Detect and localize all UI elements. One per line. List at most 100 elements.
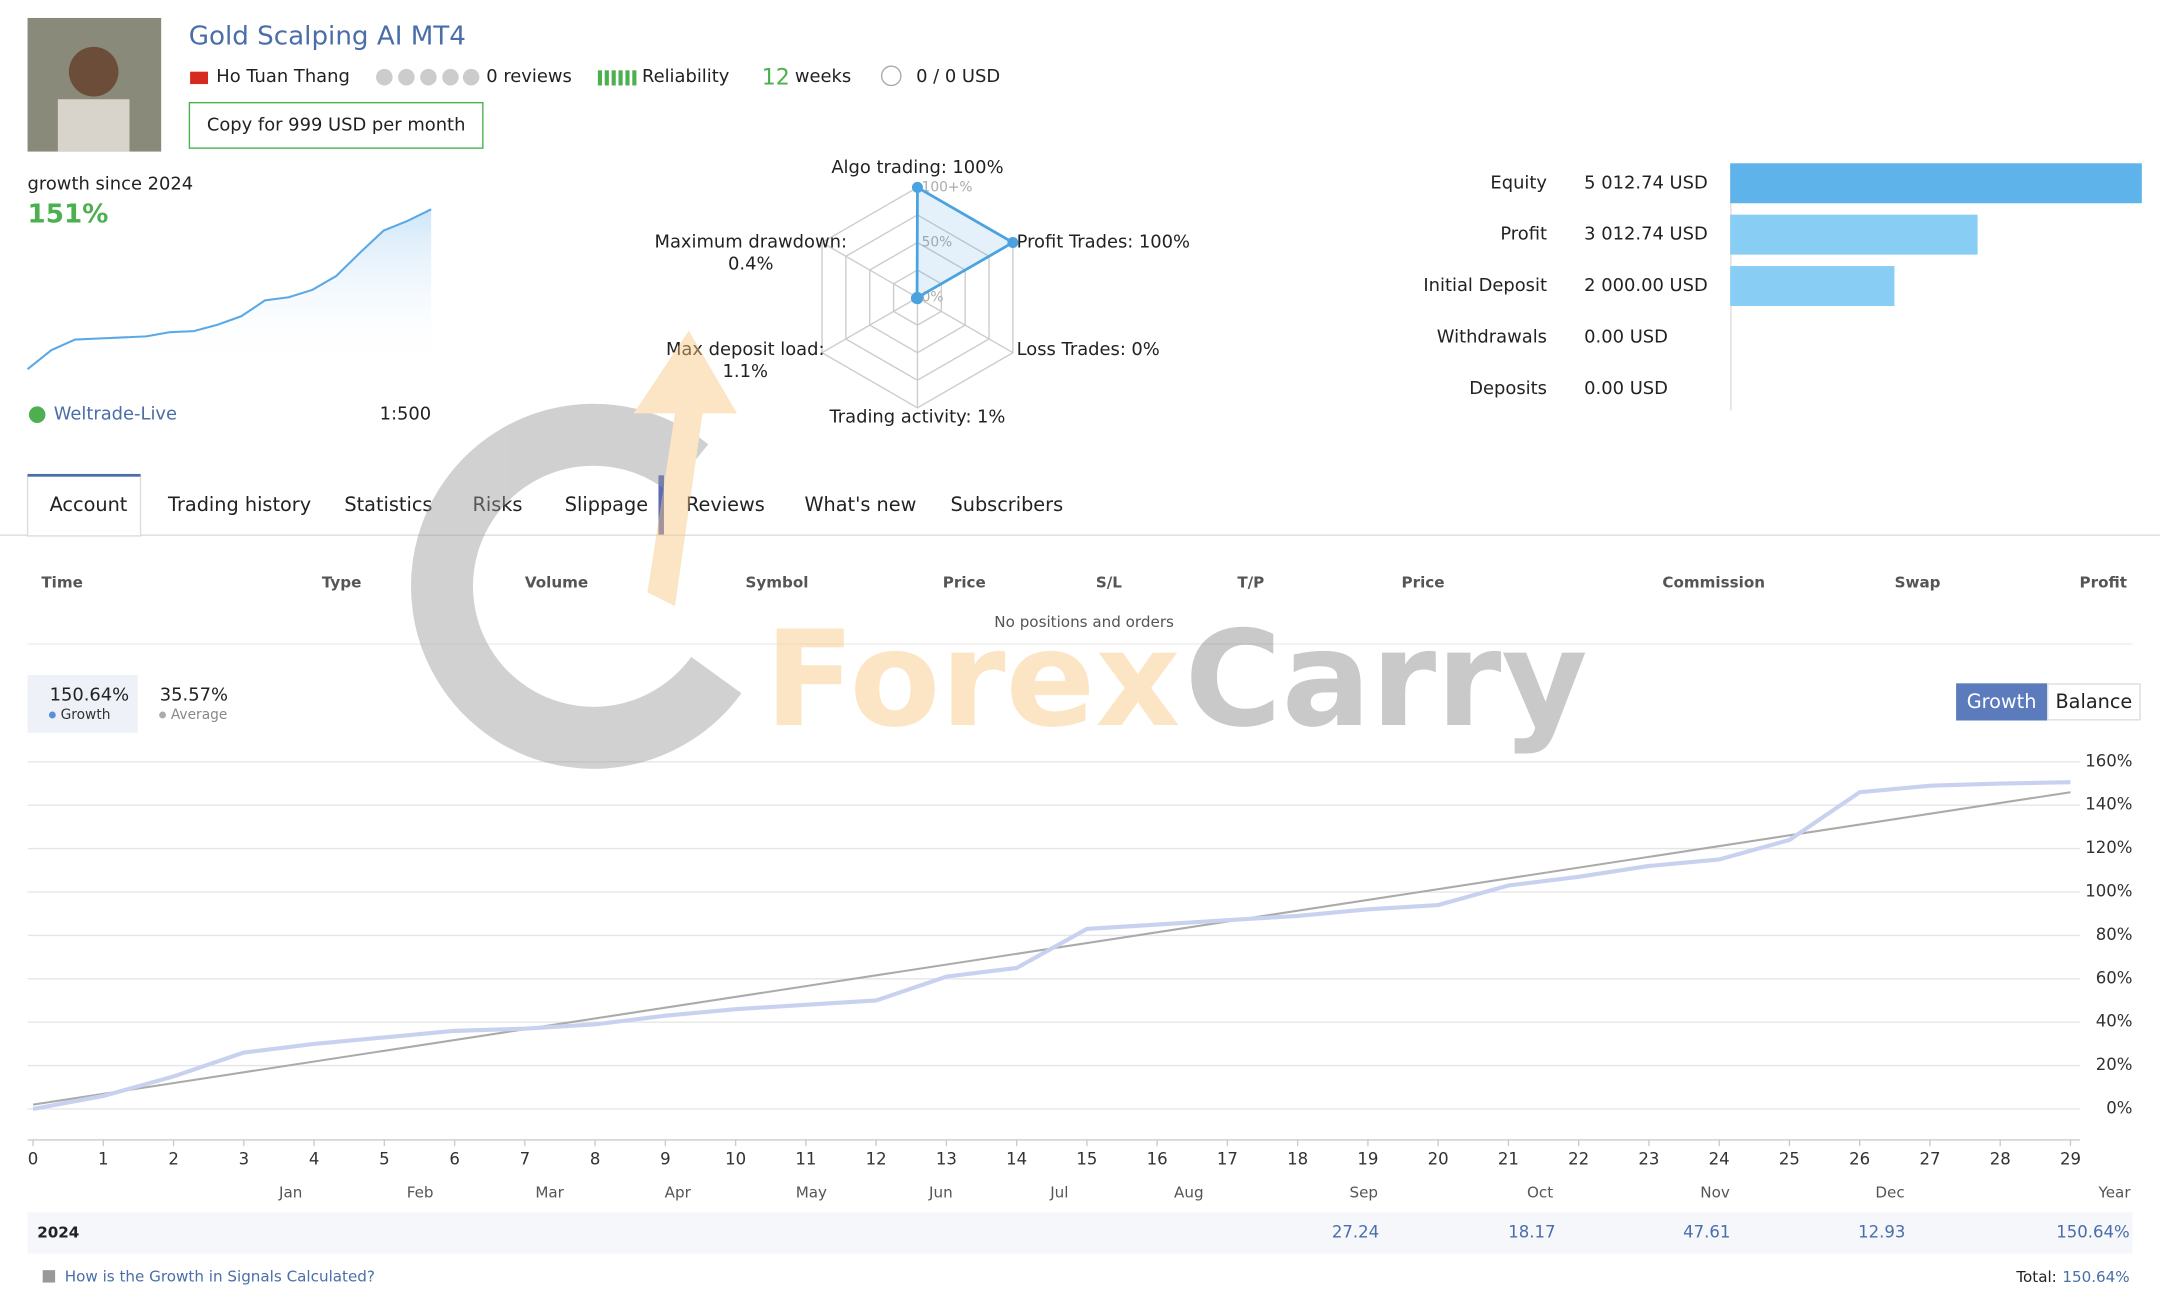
watermark-text: Carry <box>1185 603 1588 757</box>
total-label: Total: <box>2015 1268 2056 1286</box>
bar-name: Equity <box>1490 172 1547 193</box>
bar-name: Deposits <box>1469 378 1547 399</box>
x-tick-label: 23 <box>1638 1149 1659 1168</box>
x-tick-label: 22 <box>1568 1149 1589 1168</box>
tab-separator <box>658 475 664 535</box>
radar-label: Max deposit load: 1.1% <box>666 339 825 382</box>
copy-button-label[interactable]: Copy for 999 USD per month <box>207 114 466 135</box>
month-header: Year <box>2098 1184 2132 1202</box>
tab[interactable]: Statistics <box>344 493 432 516</box>
tab[interactable]: Subscribers <box>951 493 1064 516</box>
summary-name: Growth <box>61 707 111 723</box>
table-header: Price <box>1402 573 1445 591</box>
tab[interactable]: Reviews <box>686 493 765 516</box>
toggle-button-label[interactable]: Growth <box>1967 690 2037 713</box>
bar-value-label: 2 000.00 USD <box>1584 275 1708 296</box>
copy-button[interactable] <box>188 101 484 149</box>
radar-point <box>911 181 923 193</box>
y-tick-label: 0% <box>2106 1098 2132 1117</box>
y-tick-label: 40% <box>2096 1012 2133 1031</box>
bar <box>1730 214 1978 255</box>
tab[interactable]: Slippage <box>565 493 648 516</box>
month-header: Nov <box>1700 1184 1730 1202</box>
author[interactable]: Ho Tuan Thang <box>216 66 350 87</box>
y-tick-label: 140% <box>2085 795 2132 814</box>
active-tab <box>26 474 142 537</box>
radar-axis-value: 1.1% <box>723 361 768 382</box>
table-empty: No positions and orders <box>994 613 1174 631</box>
x-tick-label: 13 <box>936 1149 957 1168</box>
x-tick-label: 0 <box>28 1149 39 1168</box>
tab[interactable]: What's new <box>804 493 916 516</box>
total-value: 150.64% <box>2062 1268 2129 1286</box>
table-header: Price <box>943 573 986 591</box>
bar <box>1730 266 1895 307</box>
month-header: Sep <box>1350 1184 1379 1202</box>
x-tick-label: 2 <box>168 1149 179 1168</box>
tab[interactable]: Risks <box>473 493 523 516</box>
bar <box>1730 163 2142 204</box>
x-tick-label: 20 <box>1428 1149 1449 1168</box>
x-tick-label: 19 <box>1357 1149 1378 1168</box>
help-link[interactable]: How is the Growth in Signals Calculated? <box>65 1268 375 1286</box>
radar-spoke <box>821 297 918 354</box>
radar-axis-value: 1% <box>977 406 1005 427</box>
reviews[interactable]: 0 reviews <box>486 66 572 87</box>
broker[interactable]: Weltrade-Live <box>54 404 177 425</box>
y-tick-label: 80% <box>2096 925 2133 944</box>
radar-label: Maximum drawdown: 0.4% <box>655 232 847 275</box>
toggle-button-label[interactable]: Balance <box>2055 690 2132 713</box>
radar-tick: 100+% <box>922 179 973 195</box>
summary-box <box>27 675 138 733</box>
bar-value-label: 0.00 USD <box>1584 326 1668 347</box>
month-header: Aug <box>1174 1184 1204 1202</box>
x-tick-label: 21 <box>1498 1149 1519 1168</box>
bar-name: Withdrawals <box>1437 326 1547 347</box>
tab[interactable]: Trading history <box>167 493 311 516</box>
radar-axis-value: 0% <box>1131 339 1159 360</box>
check-icon <box>28 406 46 423</box>
radar-axis-name: Profit Trades: <box>1017 232 1134 253</box>
x-tick-label: 16 <box>1147 1149 1168 1168</box>
y-tick-label: 160% <box>2085 751 2132 770</box>
weeks: weeks <box>795 66 851 87</box>
signal-title[interactable]: Gold Scalping AI MT4 <box>189 22 466 52</box>
series-line <box>32 780 2071 1112</box>
x-tick-label: 7 <box>520 1149 531 1168</box>
month-header: Feb <box>407 1184 434 1202</box>
table-header: Profit <box>2080 573 2127 591</box>
watermark-arrow <box>633 330 737 607</box>
radar-axis-value: 100% <box>1139 232 1190 253</box>
month-value: 47.61 <box>1683 1222 1730 1241</box>
month-header: May <box>796 1184 827 1202</box>
toggle-button[interactable] <box>1956 683 2048 721</box>
radar-axis-name: Loss Trades: <box>1017 339 1126 360</box>
active-tab-top <box>27 473 141 477</box>
leverage: 1:500 <box>380 404 432 425</box>
tab[interactable]: Account <box>50 493 128 516</box>
radar-spoke <box>917 297 1014 354</box>
x-tick-label: 8 <box>590 1149 601 1168</box>
x-tick-label: 29 <box>2060 1149 2081 1168</box>
radar-spoke <box>821 241 918 299</box>
toggle-button[interactable] <box>2047 683 2141 721</box>
subscribers: 0 / 0 USD <box>916 66 1000 87</box>
stars <box>376 68 480 86</box>
table-header: Symbol <box>745 573 808 591</box>
x-tick-label: 26 <box>1849 1149 1870 1168</box>
radar-label: Trading activity: 1% <box>828 406 1005 427</box>
x-tick-label: 14 <box>1006 1149 1027 1168</box>
radar-axis-value: 100% <box>952 157 1003 178</box>
radar-point <box>1007 236 1019 249</box>
month-header: Apr <box>665 1184 692 1202</box>
help-icon <box>42 1270 56 1283</box>
table-header: Commission <box>1662 573 1765 591</box>
radar-tick: 50% <box>922 235 953 251</box>
x-tick-label: 9 <box>660 1149 671 1168</box>
summary-dot <box>159 711 166 719</box>
avatar-face <box>68 46 119 97</box>
x-tick-label: 4 <box>309 1149 320 1168</box>
x-tick-label: 27 <box>1919 1149 1940 1168</box>
month-value: 150.64% <box>2056 1222 2129 1241</box>
